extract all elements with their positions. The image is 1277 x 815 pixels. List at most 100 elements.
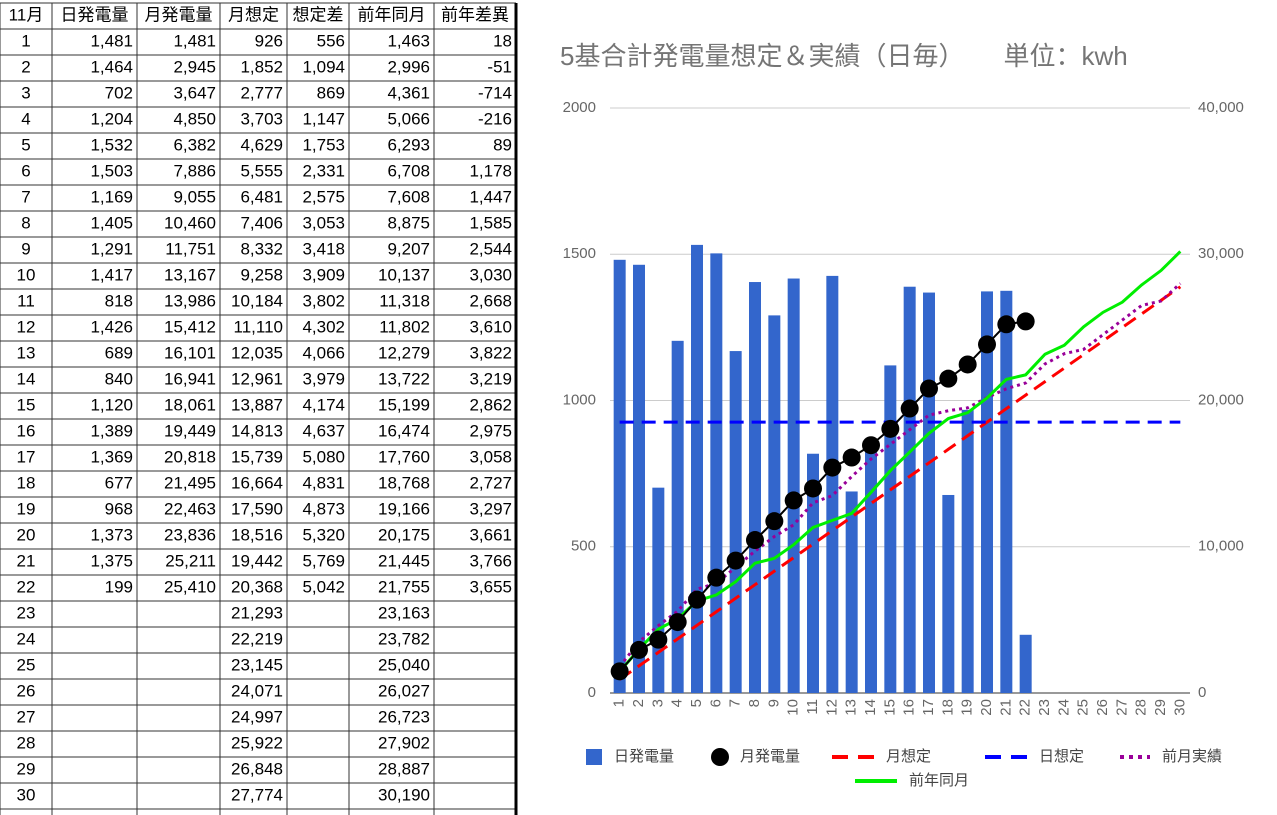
table-cell: 24 bbox=[17, 629, 36, 648]
y2-tick-label: 40,000 bbox=[1198, 99, 1244, 116]
bar bbox=[961, 409, 974, 693]
x-tick-label: 30 bbox=[1171, 699, 1188, 716]
table-cell: 16,664 bbox=[231, 473, 283, 492]
table-header: 日発電量 bbox=[61, 5, 129, 24]
table-cell: 7,886 bbox=[173, 161, 216, 180]
x-tick-label: 16 bbox=[901, 699, 918, 716]
table-cell: 9 bbox=[21, 239, 30, 258]
bar bbox=[768, 315, 781, 693]
x-tick-label: 25 bbox=[1075, 699, 1092, 716]
table-cell: 6,382 bbox=[173, 135, 216, 154]
x-tick-label: 29 bbox=[1152, 699, 1169, 716]
table-cell: 9,258 bbox=[240, 265, 283, 284]
table-cell: 23,782 bbox=[378, 629, 430, 648]
y-tick-label: 0 bbox=[588, 684, 596, 701]
marker bbox=[881, 419, 900, 438]
legend-label: 前年同月 bbox=[909, 772, 969, 789]
table-cell: 7 bbox=[21, 187, 30, 206]
table-cell: 7,608 bbox=[387, 187, 430, 206]
table-cell: 1,291 bbox=[90, 239, 133, 258]
table-cell: 5 bbox=[21, 135, 30, 154]
table-header: 前年差異 bbox=[441, 5, 509, 24]
bar bbox=[1019, 634, 1032, 693]
table-cell: 2,945 bbox=[173, 57, 216, 76]
table-header: 11月 bbox=[9, 5, 44, 24]
x-tick-label: 15 bbox=[881, 699, 898, 716]
table-cell: 6,708 bbox=[387, 161, 430, 180]
table-cell: 1,147 bbox=[302, 109, 345, 128]
table-cell: 14,813 bbox=[231, 421, 283, 440]
table-cell: 4,637 bbox=[302, 421, 345, 440]
table-cell: 27,902 bbox=[378, 733, 430, 752]
table-cell: 10,184 bbox=[231, 291, 283, 310]
table-cell: 11,318 bbox=[379, 291, 430, 310]
table-cell: 1,852 bbox=[240, 57, 283, 76]
table-cell: 23,145 bbox=[231, 655, 283, 674]
marker bbox=[688, 590, 706, 609]
table-cell: 20,818 bbox=[164, 447, 216, 466]
table-cell: 15 bbox=[17, 395, 36, 414]
table-cell: 21,293 bbox=[231, 603, 283, 622]
table-cell: 16 bbox=[17, 421, 36, 440]
table-cell: 12,279 bbox=[378, 343, 430, 362]
table-cell: 10 bbox=[17, 265, 36, 284]
table-cell: 6,293 bbox=[387, 135, 430, 154]
table-cell: 19,449 bbox=[164, 421, 216, 440]
table-cell: 1 bbox=[21, 31, 30, 50]
table-cell: 1,204 bbox=[90, 109, 133, 128]
table-cell: 17,590 bbox=[231, 499, 283, 518]
table-cell: 3,219 bbox=[469, 369, 512, 388]
table-cell: 556 bbox=[317, 31, 345, 50]
table-cell: 23,836 bbox=[164, 525, 216, 544]
table-cell: 1,481 bbox=[90, 31, 133, 50]
table-cell: 22,463 bbox=[164, 499, 216, 518]
table-cell: 29 bbox=[17, 759, 36, 778]
marker bbox=[784, 491, 803, 510]
table-header: 月想定 bbox=[228, 5, 279, 24]
x-tick-label: 18 bbox=[939, 699, 956, 716]
table-cell: 3,297 bbox=[469, 499, 512, 518]
x-tick-label: 28 bbox=[1133, 699, 1150, 716]
y-tick-label: 500 bbox=[571, 538, 596, 555]
x-tick-label: 2 bbox=[630, 699, 647, 707]
x-tick-label: 26 bbox=[1094, 699, 1111, 716]
table-cell: 23,163 bbox=[378, 603, 430, 622]
legend-label: 月想定 bbox=[886, 748, 931, 765]
x-tick-label: 23 bbox=[1036, 699, 1053, 716]
bar bbox=[807, 453, 819, 693]
table-cell: 4,302 bbox=[302, 317, 345, 336]
table-cell: 20,368 bbox=[231, 577, 283, 596]
table-cell: 16,941 bbox=[164, 369, 216, 388]
x-tick-label: 21 bbox=[997, 699, 1014, 716]
table-cell: 13,722 bbox=[378, 369, 430, 388]
marker bbox=[726, 551, 745, 570]
table-cell: -216 bbox=[478, 109, 512, 128]
bar bbox=[1000, 290, 1013, 693]
table-cell: 1,417 bbox=[90, 265, 133, 284]
bar bbox=[613, 259, 626, 693]
table-cell: 926 bbox=[255, 31, 283, 50]
table-cell: 1,503 bbox=[90, 161, 133, 180]
table-cell: 3,418 bbox=[302, 239, 345, 258]
table-cell: -714 bbox=[478, 83, 512, 102]
table-cell: 21,445 bbox=[378, 551, 430, 570]
table-cell: 3,703 bbox=[240, 109, 283, 128]
table-cell: 3,909 bbox=[302, 265, 345, 284]
table-cell: 21,755 bbox=[378, 577, 430, 596]
bar bbox=[903, 286, 916, 693]
x-tick-label: 6 bbox=[707, 699, 724, 707]
x-tick-label: 27 bbox=[1113, 699, 1130, 716]
table-cell: 16,101 bbox=[164, 343, 216, 362]
y-tick-label: 1500 bbox=[563, 245, 596, 262]
table-cell: 25,922 bbox=[231, 733, 283, 752]
bar bbox=[729, 351, 742, 693]
legend-label: 月発電量 bbox=[740, 748, 800, 765]
line bbox=[618, 285, 1182, 681]
table-cell: 4,174 bbox=[302, 395, 345, 414]
table-cell: 1,447 bbox=[469, 187, 512, 206]
table-cell: 3,822 bbox=[469, 343, 512, 362]
table-cell: 5,769 bbox=[302, 551, 345, 570]
bar bbox=[749, 282, 761, 693]
x-tick-label: 5 bbox=[688, 699, 705, 707]
table-cell: 11,110 bbox=[234, 317, 283, 336]
